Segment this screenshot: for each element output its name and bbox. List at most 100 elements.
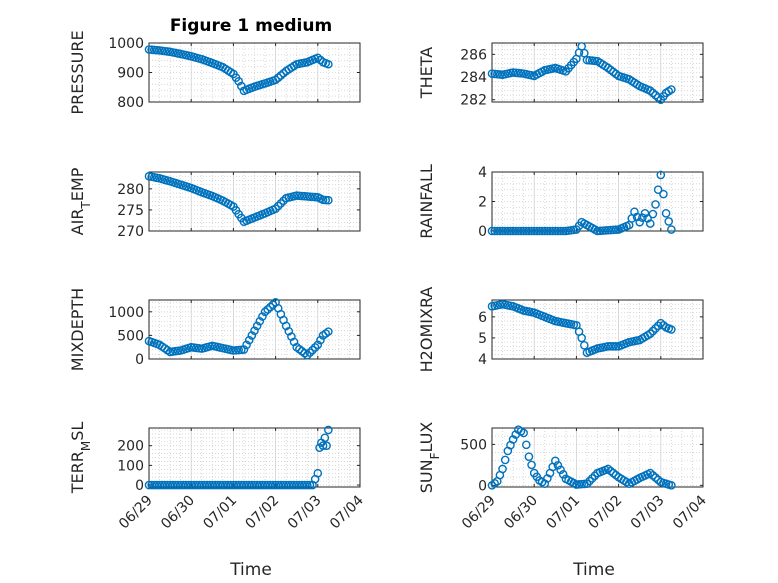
data-point (653, 93, 663, 102)
y-tick-label: 275 (117, 203, 144, 219)
data-point (603, 342, 613, 351)
data-point (268, 480, 278, 490)
data-point (239, 480, 249, 490)
data-point (295, 480, 304, 490)
axes-box (491, 299, 704, 360)
data-point (313, 468, 323, 478)
axes-box (491, 427, 704, 488)
data-point (635, 217, 645, 227)
data-point (186, 480, 196, 490)
data-point (250, 326, 259, 335)
data-point (271, 204, 280, 213)
plot-area (149, 300, 360, 359)
y-tick-label: 500 (460, 437, 487, 453)
data-point (667, 481, 676, 490)
data-point (324, 425, 333, 435)
data-point (582, 479, 592, 489)
data-point (276, 199, 286, 208)
subplot-air-temp: 270 275 280 AIRTEMP (68, 167, 361, 240)
y-tick-label: 1000 (108, 36, 144, 52)
data-point (250, 480, 259, 490)
axes-box (148, 171, 361, 232)
y-tick-label: 800 (117, 95, 144, 111)
data-point (207, 480, 217, 490)
data-point (653, 185, 663, 194)
data-point (258, 480, 267, 490)
data-point (593, 226, 602, 236)
data-point (200, 480, 209, 490)
data-point (181, 480, 191, 490)
data-point (239, 345, 249, 354)
axes-box (491, 42, 704, 103)
axes-box (148, 299, 361, 360)
data-point (553, 460, 563, 470)
data-markers (144, 45, 333, 96)
data-point (149, 480, 159, 490)
x-axis-label-left: Time (229, 560, 272, 580)
data-point (226, 480, 236, 490)
x-tick-label: 07/04 (670, 492, 710, 532)
y-tick-label: 4 (478, 165, 487, 181)
data-point (165, 480, 175, 490)
data-point (234, 77, 243, 86)
data-markers (487, 299, 676, 357)
data-point (524, 226, 534, 236)
data-point (500, 226, 510, 236)
data-point (648, 88, 658, 98)
data-point (255, 480, 265, 490)
data-point (667, 325, 676, 334)
x-tick-label: 06/30 (501, 493, 541, 533)
subplot-mixdepth: 0 500 1000 MIXDEPTH (68, 288, 361, 371)
data-point (511, 226, 521, 236)
data-markers (487, 42, 676, 105)
data-point (273, 201, 283, 211)
data-point (587, 474, 597, 483)
data-point (324, 59, 333, 69)
y-tick-label: 280 (117, 182, 144, 198)
data-point (310, 343, 320, 352)
data-point (192, 480, 201, 490)
data-point (289, 480, 299, 490)
data-point (548, 226, 557, 236)
data-point (503, 226, 513, 236)
data-point (540, 226, 550, 236)
data-point (189, 480, 199, 490)
data-point (271, 480, 280, 490)
data-point (656, 170, 666, 180)
data-point (210, 480, 220, 490)
data-point (178, 480, 188, 490)
data-point (163, 480, 172, 490)
data-point (266, 480, 275, 490)
data-point (551, 456, 560, 466)
data-point (313, 53, 323, 63)
data-point (659, 189, 668, 199)
x-tick-label: 07/03 (628, 493, 668, 533)
data-point (611, 225, 621, 235)
subplot-sun-flux: 0 500 06/29 06/30 07/01 07/02 07/03 07/04 SUNFLU… (417, 422, 710, 533)
data-point (577, 333, 586, 343)
data-point (302, 480, 312, 490)
data-point (545, 226, 555, 236)
x-tick-label: 06/30 (158, 493, 198, 533)
data-point (508, 435, 518, 444)
x-axis-label-right: Time (572, 560, 615, 580)
y-tick-label: 286 (460, 47, 487, 63)
subplot-rainfall: 0 2 4 RAINFALL (417, 164, 704, 240)
y-axis-label: PRESSURE (68, 30, 87, 114)
data-point (498, 226, 507, 236)
y-tick-label: 284 (460, 70, 487, 86)
data-point (258, 312, 267, 321)
data-point (247, 331, 257, 340)
data-point (305, 348, 315, 357)
data-point (313, 340, 323, 350)
subplot-pressure: 800 900 1000 PRESSURE (68, 30, 361, 115)
data-point (603, 225, 613, 235)
data-point (645, 86, 655, 95)
data-point (535, 226, 544, 236)
y-tick-label: 200 (117, 439, 144, 455)
y-tick-label: 500 (117, 328, 144, 344)
data-point (168, 480, 178, 490)
data-point (516, 226, 526, 236)
data-point (645, 468, 655, 478)
